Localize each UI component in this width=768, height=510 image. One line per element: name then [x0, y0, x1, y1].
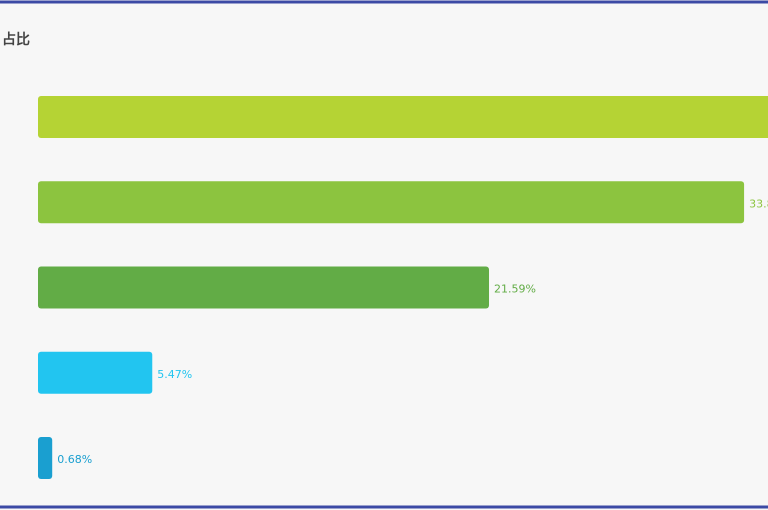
- bar: [38, 181, 745, 224]
- value-label: 0.68%: [57, 453, 92, 466]
- value-label: 21.59%: [494, 283, 536, 296]
- chart-title: 占比: [2, 31, 30, 48]
- bar: [38, 96, 768, 138]
- value-label: 5.47%: [157, 368, 192, 381]
- bar: [38, 351, 153, 394]
- bar: [38, 437, 53, 479]
- value-label: 33.8%: [749, 197, 768, 210]
- bar: [38, 266, 490, 309]
